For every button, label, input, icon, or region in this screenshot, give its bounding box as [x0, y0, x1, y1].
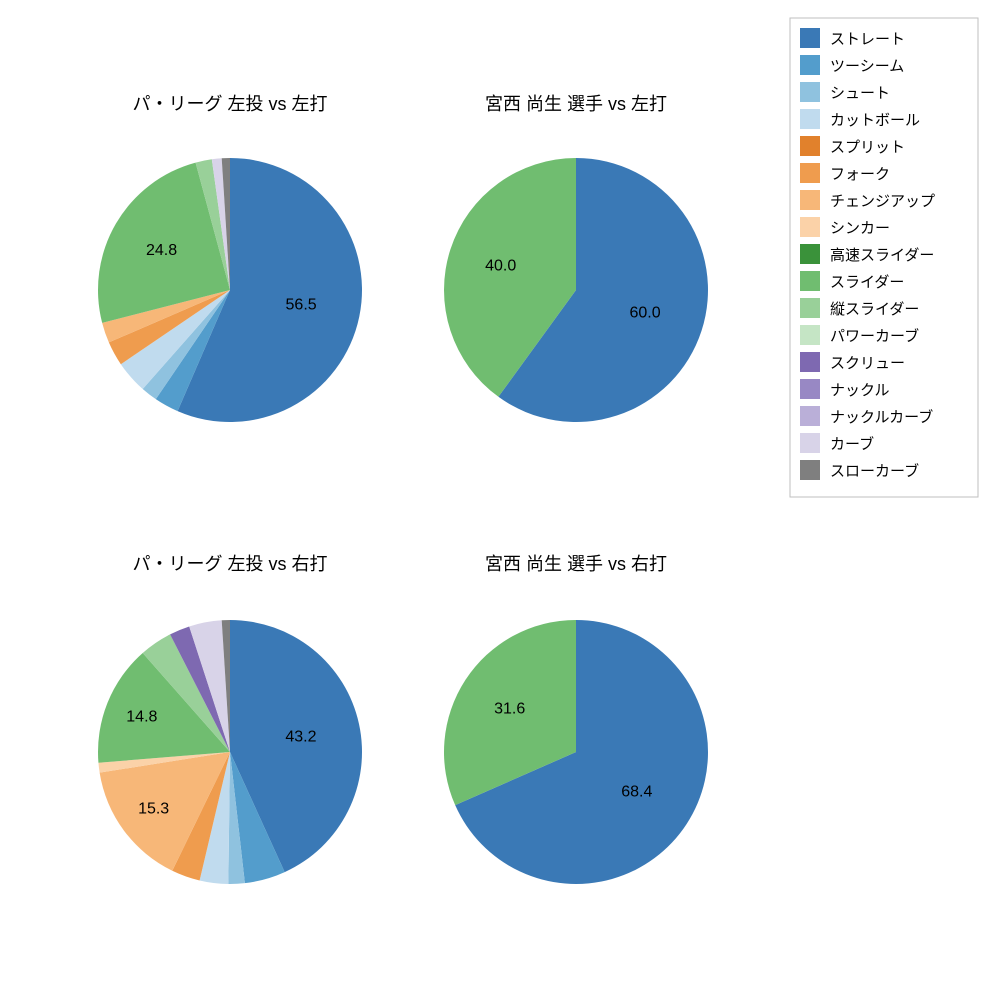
legend-item: 高速スライダー [800, 244, 934, 264]
slice-percent-label: 15.3 [138, 801, 169, 818]
pitch-mix-pie-grid: パ・リーグ 左投 vs 左打 56.5 24.8 宮西 尚生 選手 vs 左打 60.0… [0, 0, 1000, 1000]
legend-label: ナックル [830, 382, 890, 399]
pie-chart: 宮西 尚生 選手 vs 右打 68.4 31.6 [444, 554, 708, 884]
legend-label: カーブ [830, 435, 874, 453]
slice-percent-label: 68.4 [621, 784, 652, 801]
legend-swatch [800, 136, 820, 156]
legend-label: スライダー [830, 274, 904, 291]
legend-label: カットボール [830, 112, 920, 129]
legend-label: シュート [830, 85, 890, 102]
legend-item: カーブ [800, 433, 874, 453]
legend-item: ストレート [800, 28, 905, 48]
chart-title: パ・リーグ 左投 vs 右打 [132, 554, 327, 574]
slice-percent-label: 14.8 [126, 708, 157, 725]
chart-title: パ・リーグ 左投 vs 左打 [132, 94, 327, 114]
legend-item: スプリット [800, 136, 905, 156]
pie-chart: 宮西 尚生 選手 vs 左打 60.0 40.0 [444, 94, 708, 422]
legend-label: ストレート [830, 31, 905, 48]
legend-label: ナックルカーブ [830, 408, 933, 426]
legend-swatch [800, 379, 820, 399]
legend-swatch [800, 82, 820, 102]
legend: ストレートツーシームシュートカットボールスプリットフォークチェンジアップシンカー… [790, 18, 978, 497]
legend-swatch [800, 190, 820, 210]
legend-item: カットボール [800, 109, 920, 129]
legend-item: フォーク [800, 163, 890, 183]
legend-label: チェンジアップ [830, 193, 935, 210]
legend-item: シンカー [800, 217, 890, 237]
legend-swatch [800, 244, 820, 264]
legend-label: スプリット [830, 139, 905, 156]
legend-item: ツーシーム [800, 55, 904, 75]
legend-swatch [800, 28, 820, 48]
legend-item: パワーカーブ [800, 325, 919, 345]
slice-percent-label: 56.5 [286, 297, 317, 314]
legend-swatch [800, 298, 820, 318]
chart-title: 宮西 尚生 選手 vs 右打 [485, 554, 667, 574]
slice-percent-label: 24.8 [146, 242, 177, 259]
legend-label: ツーシーム [830, 58, 904, 75]
legend-label: 高速スライダー [830, 247, 934, 264]
legend-item: ナックル [800, 379, 890, 399]
legend-swatch [800, 271, 820, 291]
slice-percent-label: 60.0 [629, 304, 660, 321]
legend-swatch [800, 352, 820, 372]
legend-swatch [800, 325, 820, 345]
chart-title: 宮西 尚生 選手 vs 左打 [485, 94, 667, 114]
legend-label: 縦スライダー [830, 301, 919, 318]
legend-label: スクリュー [830, 355, 905, 372]
legend-label: パワーカーブ [830, 327, 919, 345]
legend-label: シンカー [830, 220, 890, 237]
legend-swatch [800, 460, 820, 480]
slice-percent-label: 43.2 [285, 729, 316, 746]
legend-item: スライダー [800, 271, 904, 291]
slice-percent-label: 40.0 [485, 258, 516, 275]
legend-item: ナックルカーブ [800, 406, 933, 426]
legend-item: チェンジアップ [800, 190, 935, 210]
legend-item: スクリュー [800, 352, 905, 372]
pie-chart: パ・リーグ 左投 vs 左打 56.5 24.8 [98, 94, 362, 422]
legend-item: シュート [800, 82, 890, 102]
legend-label: スローカーブ [830, 462, 919, 480]
legend-item: 縦スライダー [800, 298, 919, 318]
legend-swatch [800, 433, 820, 453]
legend-swatch [800, 163, 820, 183]
legend-swatch [800, 55, 820, 75]
pie-chart: パ・リーグ 左投 vs 右打 43.2 15.3 14.8 [98, 554, 362, 884]
legend-label: フォーク [830, 166, 890, 183]
slice-percent-label: 31.6 [494, 701, 525, 718]
legend-swatch [800, 217, 820, 237]
legend-swatch [800, 109, 820, 129]
legend-item: スローカーブ [800, 460, 919, 480]
legend-swatch [800, 406, 820, 426]
